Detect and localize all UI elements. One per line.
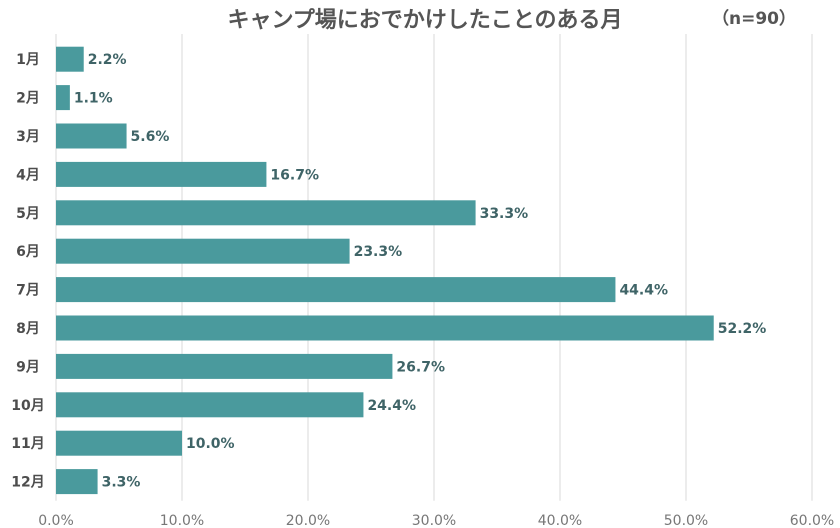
sample-size-label: （n=90） — [712, 9, 797, 29]
x-tick-label: 30.0% — [412, 513, 456, 528]
data-label: 33.3% — [480, 206, 529, 222]
x-tick-label: 10.0% — [160, 513, 204, 528]
category-label: 3月 — [16, 129, 40, 145]
chart-title: キャンプ場におでかけしたことのある月 — [227, 8, 623, 33]
bar — [56, 46, 84, 72]
x-tick-label: 40.0% — [538, 513, 582, 528]
category-label: 4月 — [16, 167, 40, 183]
data-label: 52.2% — [718, 321, 767, 337]
x-tick-label: 0.0% — [38, 513, 74, 528]
bar — [56, 161, 267, 187]
data-label: 23.3% — [354, 244, 403, 260]
category-label: 5月 — [16, 206, 40, 222]
bar — [56, 200, 476, 226]
category-label: 10月 — [11, 398, 44, 414]
bar — [56, 353, 393, 379]
category-label: 12月 — [11, 475, 44, 491]
data-label: 26.7% — [396, 359, 445, 375]
category-label: 1月 — [16, 52, 40, 68]
data-label: 44.4% — [619, 283, 668, 299]
category-label: 8月 — [16, 321, 40, 337]
x-tick-label: 60.0% — [790, 513, 834, 528]
data-label: 5.6% — [131, 129, 170, 145]
bar — [56, 315, 714, 341]
bar — [56, 277, 616, 303]
x-tick-label: 50.0% — [664, 513, 708, 528]
x-tick-label: 20.0% — [286, 513, 330, 528]
data-label: 1.1% — [74, 91, 113, 107]
bar — [56, 238, 350, 264]
category-label: 6月 — [16, 244, 40, 260]
data-label: 10.0% — [186, 436, 235, 452]
bar — [56, 85, 70, 111]
bar — [56, 392, 364, 418]
data-label: 2.2% — [88, 52, 127, 68]
category-label: 2月 — [16, 91, 40, 107]
bar — [56, 430, 182, 456]
bar — [56, 469, 98, 495]
data-label: 16.7% — [270, 167, 319, 183]
bar — [56, 123, 127, 149]
category-label: 9月 — [16, 359, 40, 375]
data-label: 3.3% — [102, 475, 141, 491]
category-label: 11月 — [11, 436, 44, 452]
category-label: 7月 — [16, 283, 40, 299]
data-label: 24.4% — [367, 398, 416, 414]
